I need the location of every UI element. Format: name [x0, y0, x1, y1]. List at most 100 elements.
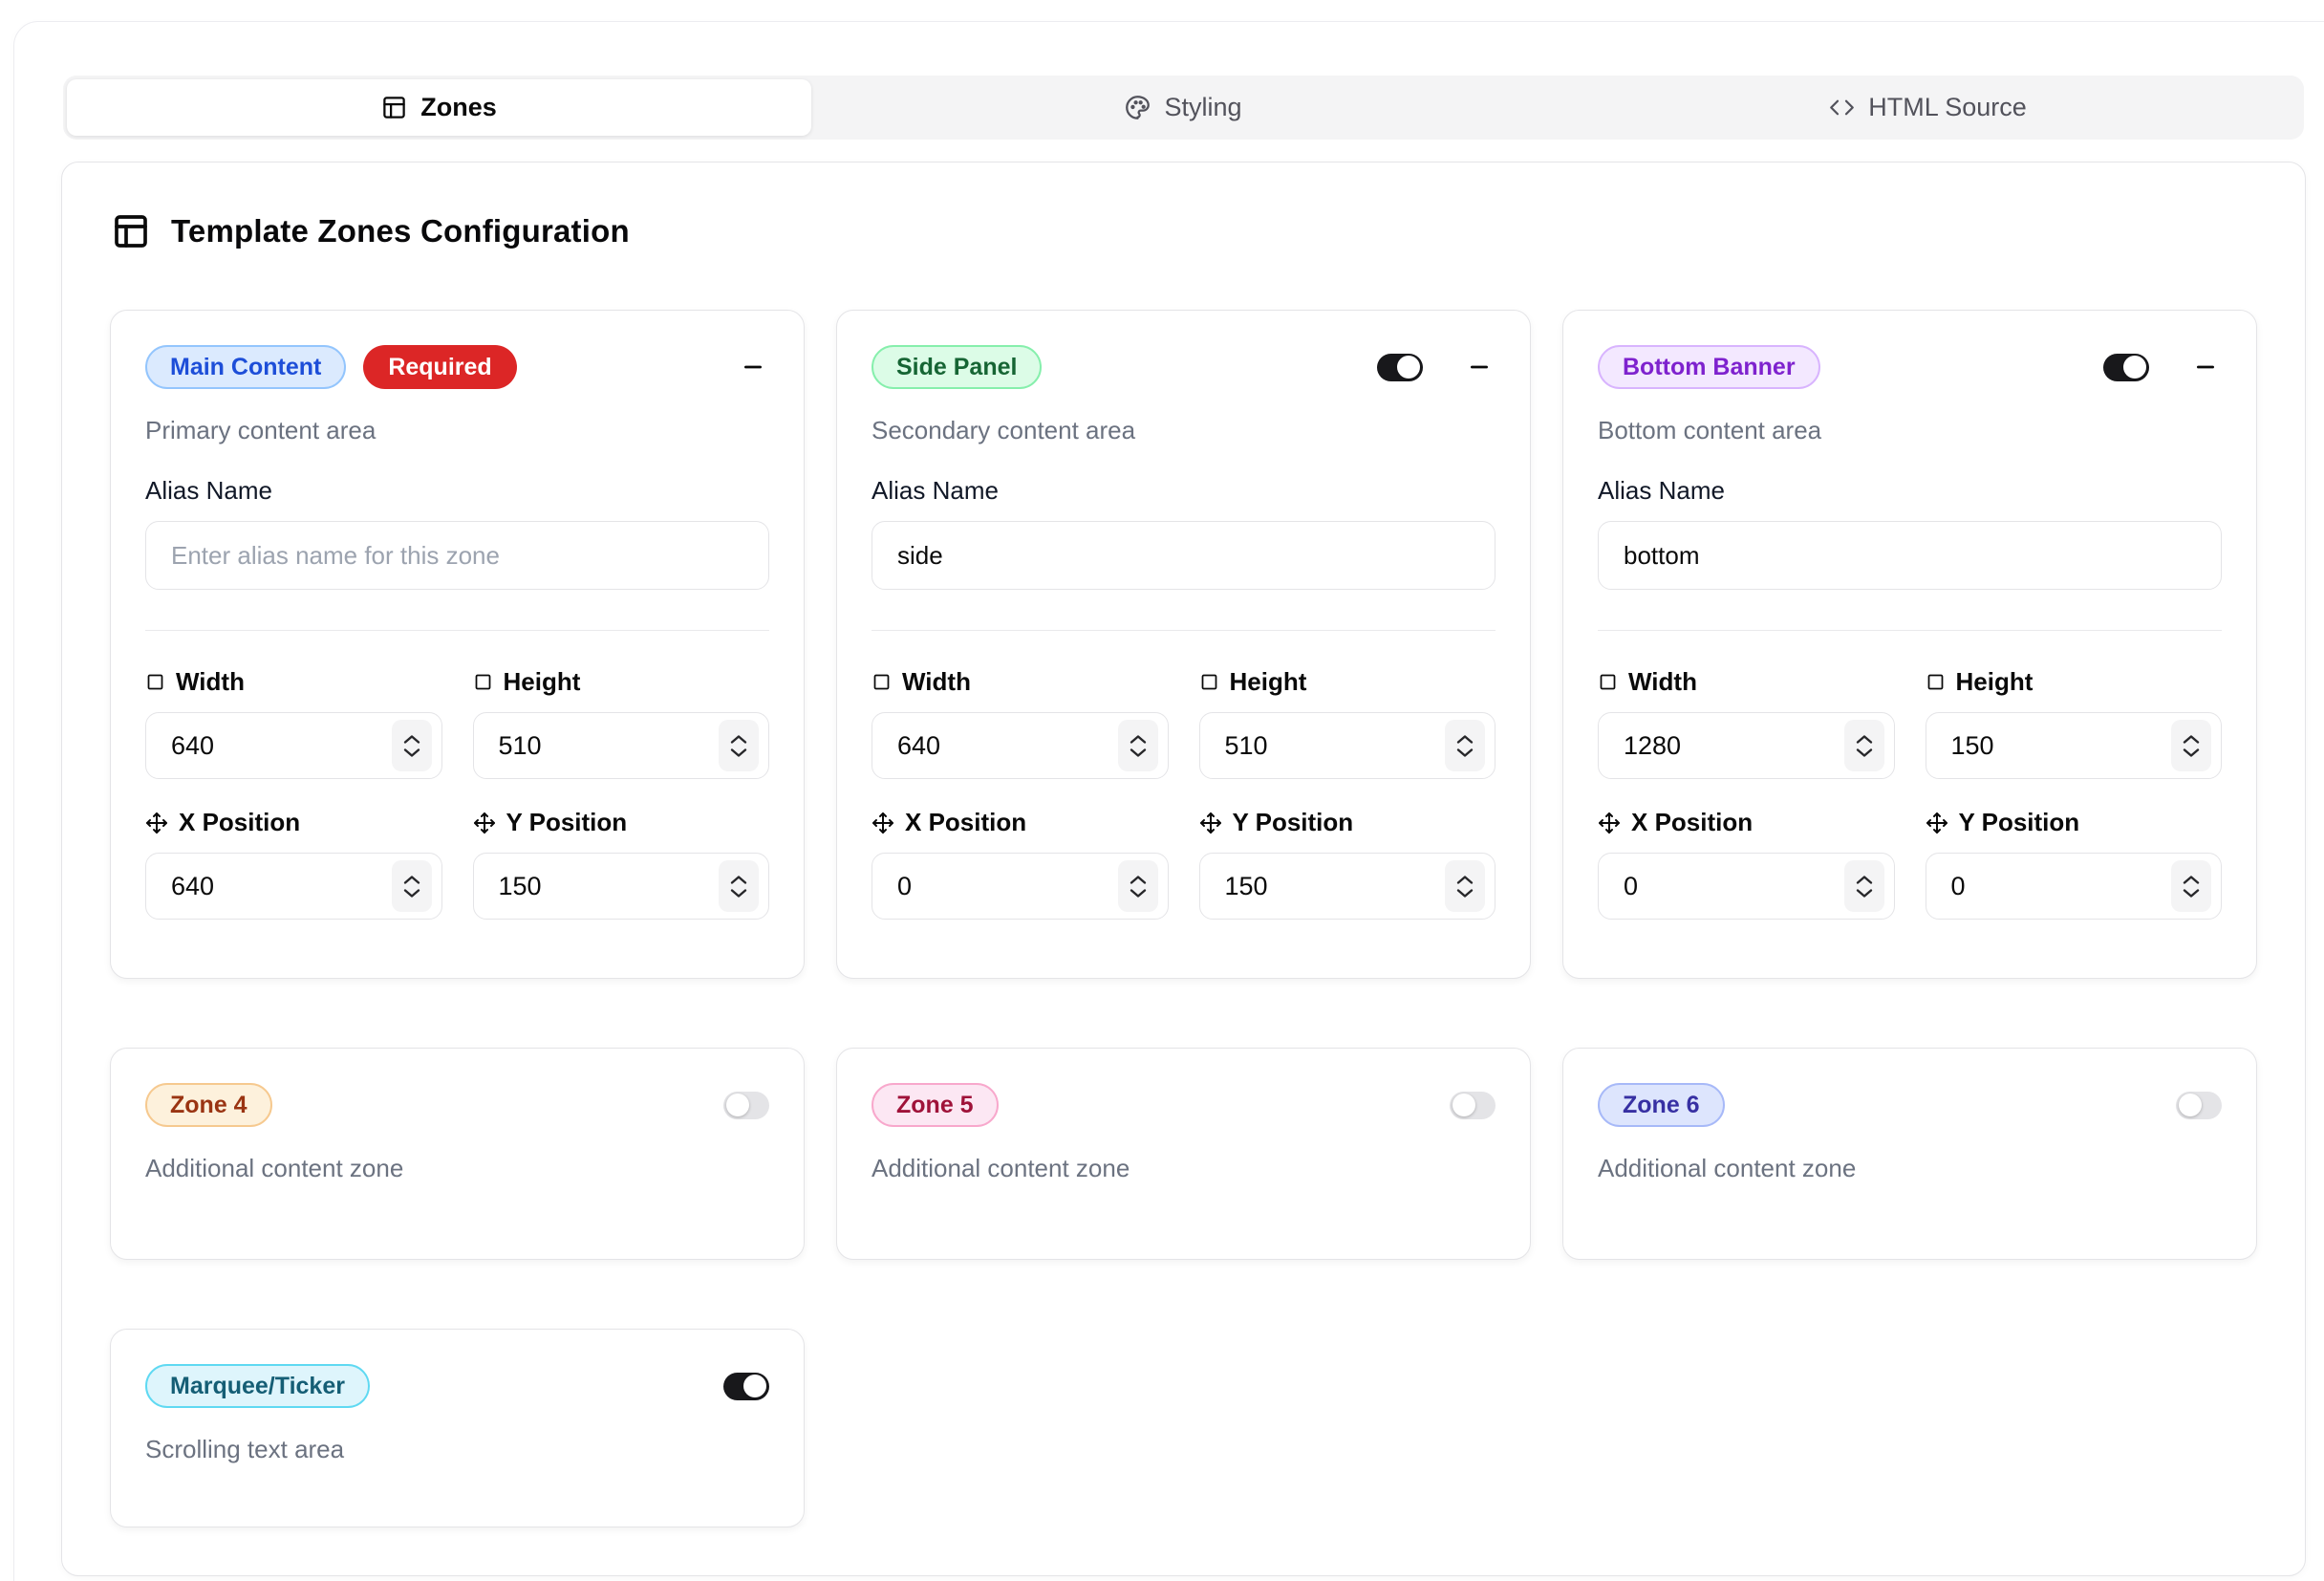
- badge-group: Zone 6: [1598, 1083, 1725, 1127]
- x-position-input[interactable]: 0: [872, 853, 1169, 920]
- x-position-field: X Position 0: [1598, 808, 1895, 920]
- chevron-up-icon: [1456, 875, 1474, 884]
- badge-group: Zone 5: [872, 1083, 999, 1127]
- position-fields-row: X Position 0: [1598, 808, 2222, 920]
- card-controls: [737, 351, 769, 383]
- zone-description: Additional content zone: [872, 1154, 1130, 1182]
- stepper-control[interactable]: [719, 720, 759, 771]
- square-icon: [1201, 674, 1216, 690]
- toggle-knob: [1397, 356, 1420, 379]
- zone-card-zone-5: Zone 5 Additional content zone: [836, 1048, 1531, 1260]
- collapse-zone-button[interactable]: [1463, 351, 1496, 383]
- height-input[interactable]: 510: [472, 712, 769, 779]
- stepper-control[interactable]: [1117, 860, 1158, 912]
- chevron-down-icon: [403, 888, 420, 898]
- alias-name-label: Alias Name: [145, 476, 272, 505]
- zone-enabled-toggle[interactable]: [723, 1091, 769, 1119]
- stepper-control[interactable]: [1843, 860, 1884, 912]
- width-field: Width 640: [145, 667, 442, 779]
- y-position-input[interactable]: 150: [1198, 853, 1496, 920]
- height-label: Height: [1926, 667, 2223, 697]
- y-position-label: Y Position: [473, 808, 770, 837]
- height-input[interactable]: 150: [1925, 712, 2222, 779]
- card-controls: [723, 1091, 769, 1119]
- badge-group: Bottom Banner: [1598, 345, 1820, 389]
- y-position-input[interactable]: 0: [1925, 853, 2222, 920]
- alias-name-input[interactable]: [145, 521, 769, 590]
- y-position-label: Y Position: [1199, 808, 1496, 837]
- tab-styling[interactable]: Styling: [811, 79, 1556, 136]
- minus-icon: [744, 365, 762, 369]
- chevron-down-icon: [403, 747, 420, 757]
- card-header: Marquee/Ticker: [145, 1364, 769, 1408]
- code-icon: [1830, 99, 1855, 116]
- toggle-knob: [2123, 356, 2146, 379]
- chevron-down-icon: [1130, 888, 1146, 898]
- tab-styling-label: Styling: [1164, 93, 1242, 121]
- width-field: Width 640: [872, 667, 1169, 779]
- zone-description: Primary content area: [145, 416, 377, 444]
- square-icon: [1600, 674, 1616, 690]
- zone-enabled-toggle[interactable]: [1377, 353, 1423, 381]
- stepper-control[interactable]: [1445, 720, 1485, 771]
- toggle-knob: [743, 1375, 766, 1397]
- tab-bar: Zones Styling HTML Source: [63, 76, 2304, 140]
- card-header: Bottom Banner: [1598, 345, 2222, 389]
- chevron-up-icon: [1856, 875, 1872, 884]
- zone-enabled-toggle[interactable]: [723, 1372, 769, 1400]
- panel-heading: Template Zones Configuration: [110, 212, 2257, 250]
- size-fields-row: Width 640: [145, 667, 769, 779]
- move-icon: [872, 812, 893, 834]
- stepper-control[interactable]: [2171, 860, 2211, 912]
- zone-name-badge: Zone 6: [1598, 1083, 1725, 1127]
- card-controls: [2176, 1091, 2222, 1119]
- alias-name-input[interactable]: [872, 521, 1496, 590]
- card-controls: [723, 1372, 769, 1400]
- stepper-control[interactable]: [2171, 720, 2211, 771]
- x-position-input[interactable]: 0: [1598, 853, 1895, 920]
- required-badge: Required: [363, 345, 517, 389]
- zone-enabled-toggle[interactable]: [2176, 1091, 2222, 1119]
- collapse-zone-button[interactable]: [737, 351, 769, 383]
- stepper-control[interactable]: [1843, 720, 1884, 771]
- x-position-input[interactable]: 640: [145, 853, 442, 920]
- width-input[interactable]: 640: [872, 712, 1169, 779]
- stepper-control[interactable]: [391, 720, 432, 771]
- stepper-control[interactable]: [1117, 720, 1158, 771]
- move-icon: [473, 812, 495, 834]
- zone-name-badge: Side Panel: [872, 345, 1043, 389]
- tab-html-source[interactable]: HTML Source: [1556, 79, 2300, 136]
- move-icon: [1199, 812, 1221, 834]
- tab-zones[interactable]: Zones: [67, 79, 811, 136]
- page-title: Template Zones Configuration: [171, 213, 630, 249]
- move-icon: [146, 812, 167, 834]
- zone-enabled-toggle[interactable]: [2103, 353, 2149, 381]
- badge-group: Side Panel: [872, 345, 1043, 389]
- chevron-down-icon: [2183, 888, 2200, 898]
- height-field: Height 510: [1198, 667, 1496, 779]
- stepper-control[interactable]: [391, 860, 432, 912]
- height-input[interactable]: 510: [1198, 712, 1496, 779]
- width-input[interactable]: 1280: [1598, 712, 1895, 779]
- x-position-field: X Position 0: [872, 808, 1169, 920]
- card-controls: [1450, 1091, 1496, 1119]
- toggle-knob: [2179, 1094, 2202, 1116]
- collapse-zone-button[interactable]: [2189, 351, 2222, 383]
- card-controls: [2103, 351, 2222, 383]
- y-position-input[interactable]: 150: [472, 853, 769, 920]
- width-input[interactable]: 640: [145, 712, 442, 779]
- alias-name-label: Alias Name: [872, 476, 999, 505]
- alias-name-input[interactable]: [1598, 521, 2222, 590]
- stepper-control[interactable]: [1445, 860, 1485, 912]
- zone-name-badge: Main Content: [145, 345, 347, 389]
- card-header: Side Panel: [872, 345, 1496, 389]
- zone-name-badge: Zone 5: [872, 1083, 999, 1127]
- x-position-label: X Position: [145, 808, 442, 837]
- stepper-control[interactable]: [719, 860, 759, 912]
- card-controls: [1377, 351, 1496, 383]
- x-position-field: X Position 640: [145, 808, 442, 920]
- zone-enabled-toggle[interactable]: [1450, 1091, 1496, 1119]
- zone-card-main-content: Main Content Required Primary content ar…: [110, 310, 805, 979]
- toggle-knob: [726, 1094, 749, 1116]
- width-label: Width: [1598, 667, 1895, 697]
